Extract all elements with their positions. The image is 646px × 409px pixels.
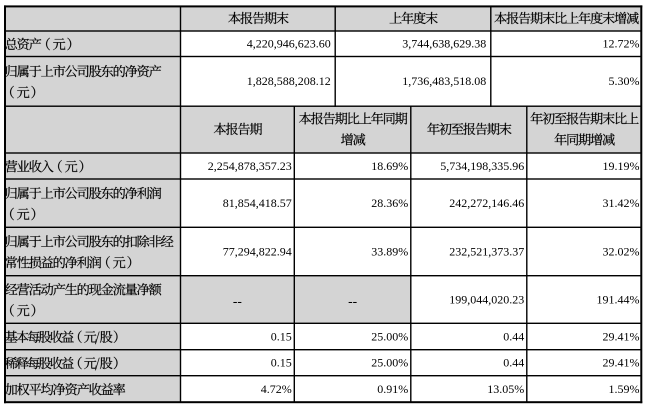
- svg-text:33.89%: 33.89%: [371, 244, 408, 258]
- svg-text:81,854,418.57: 81,854,418.57: [223, 196, 292, 210]
- svg-text:18.69%: 18.69%: [371, 159, 408, 173]
- svg-text:0.15: 0.15: [271, 329, 292, 343]
- svg-text:4,220,946,623.60: 4,220,946,623.60: [247, 37, 331, 51]
- svg-text:0.44: 0.44: [503, 329, 524, 343]
- svg-text:5.30%: 5.30%: [609, 74, 640, 88]
- svg-text:12.72%: 12.72%: [603, 37, 640, 51]
- svg-text:77,294,822.94: 77,294,822.94: [223, 244, 292, 258]
- svg-text:0.44: 0.44: [503, 356, 524, 370]
- svg-text:0.91%: 0.91%: [377, 382, 408, 396]
- svg-text:25.00%: 25.00%: [371, 356, 408, 370]
- svg-text:242,272,146.46: 242,272,146.46: [449, 196, 524, 210]
- svg-text:29.41%: 29.41%: [603, 356, 640, 370]
- svg-text:--: --: [348, 293, 357, 308]
- svg-text:13.05%: 13.05%: [487, 382, 524, 396]
- svg-text:5,734,198,335.96: 5,734,198,335.96: [440, 159, 524, 173]
- svg-text:0.15: 0.15: [271, 356, 292, 370]
- svg-text:--: --: [233, 293, 242, 308]
- svg-text:191.44%: 191.44%: [597, 292, 640, 306]
- svg-text:29.41%: 29.41%: [603, 329, 640, 343]
- svg-text:3,744,638,629.38: 3,744,638,629.38: [402, 37, 486, 51]
- svg-text:25.00%: 25.00%: [371, 329, 408, 343]
- svg-text:19.19%: 19.19%: [603, 159, 640, 173]
- svg-text:2,254,878,357.23: 2,254,878,357.23: [208, 159, 292, 173]
- svg-text:199,044,020.23: 199,044,020.23: [449, 292, 524, 306]
- svg-text:1,736,483,518.08: 1,736,483,518.08: [402, 74, 486, 88]
- svg-text:1,828,588,208.12: 1,828,588,208.12: [247, 74, 331, 88]
- svg-text:31.42%: 31.42%: [603, 196, 640, 210]
- svg-text:232,521,373.37: 232,521,373.37: [449, 244, 524, 258]
- svg-text:4.72%: 4.72%: [261, 382, 292, 396]
- svg-text:32.02%: 32.02%: [603, 244, 640, 258]
- svg-text:28.36%: 28.36%: [371, 196, 408, 210]
- svg-text:1.59%: 1.59%: [609, 382, 640, 396]
